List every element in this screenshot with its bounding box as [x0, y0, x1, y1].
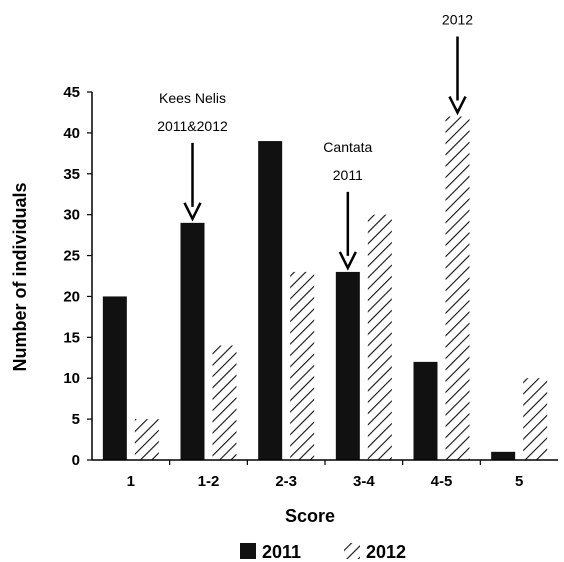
y-axis-ticks: 0 5 10 15 20 25 30 35 40 45	[63, 84, 92, 469]
bar-2011-3-4	[335, 271, 360, 460]
annotation-label: 2011&2012	[157, 118, 228, 134]
annotation-label: Kees Nelis	[159, 90, 226, 106]
legend-label-2011: 2011	[262, 542, 301, 562]
legend-swatch-2012	[344, 543, 360, 559]
x-tick-label: 3-4	[353, 473, 375, 490]
y-tick-label: 10	[63, 370, 80, 387]
x-tick-label: 4-5	[431, 473, 453, 490]
bar-2012-4-5	[445, 116, 470, 461]
y-tick-label: 25	[63, 248, 80, 265]
legend-swatch-2011	[240, 543, 256, 559]
x-tick-label: 2-3	[275, 473, 297, 490]
bar-2012-5	[523, 378, 548, 460]
annotation-label: 2011	[333, 167, 363, 183]
annotation-label: Cantata	[323, 139, 372, 155]
bar-2012-3-4	[367, 214, 392, 460]
bar-2011-5	[491, 451, 516, 460]
axes	[91, 92, 558, 461]
x-tick-label: 1-2	[198, 473, 220, 490]
annotation-arrow-head	[448, 95, 467, 116]
x-axis-ticks: 1 1-2 2-3 3-4 4-5 5	[127, 460, 523, 490]
bar-2012-2-3	[290, 271, 315, 460]
bar-2011-4-5	[413, 361, 438, 460]
legend: 2011 2012	[240, 542, 406, 562]
annotation-1: Cantata 2011	[323, 139, 373, 271]
bar-2011-2-3	[258, 141, 283, 461]
y-tick-label: 40	[63, 125, 80, 142]
annotation-0: Kees Nelis 2011&2012	[157, 90, 228, 222]
y-tick-label: 15	[63, 329, 80, 346]
legend-label-2012: 2012	[366, 542, 406, 562]
x-tick-label: 1	[127, 473, 135, 490]
y-tick-label: 35	[63, 166, 80, 183]
annotation-arrow-head	[183, 202, 202, 222]
x-axis-label: Score	[285, 506, 335, 526]
annotation-label: 2012	[442, 12, 473, 28]
bar-2012-1	[134, 419, 159, 460]
y-tick-label: 5	[72, 411, 80, 428]
y-tick-label: 45	[63, 84, 80, 101]
annotation-2: Cantata2012	[442, 12, 473, 116]
y-tick-label: 30	[63, 207, 80, 224]
bar-2011-1-2	[180, 222, 205, 460]
y-axis-label: Number of individuals	[10, 182, 30, 371]
x-tick-label: 5	[515, 473, 523, 490]
annotation-arrow-head	[338, 251, 357, 271]
annotations: Kees Nelis 2011&2012 Cantata 2011 Cantata201…	[157, 12, 473, 271]
y-tick-label: 20	[63, 288, 80, 305]
y-tick-label: 0	[72, 452, 80, 469]
bar-2012-1-2	[212, 345, 237, 460]
bars	[102, 116, 548, 461]
bar-2011-1	[102, 296, 127, 460]
